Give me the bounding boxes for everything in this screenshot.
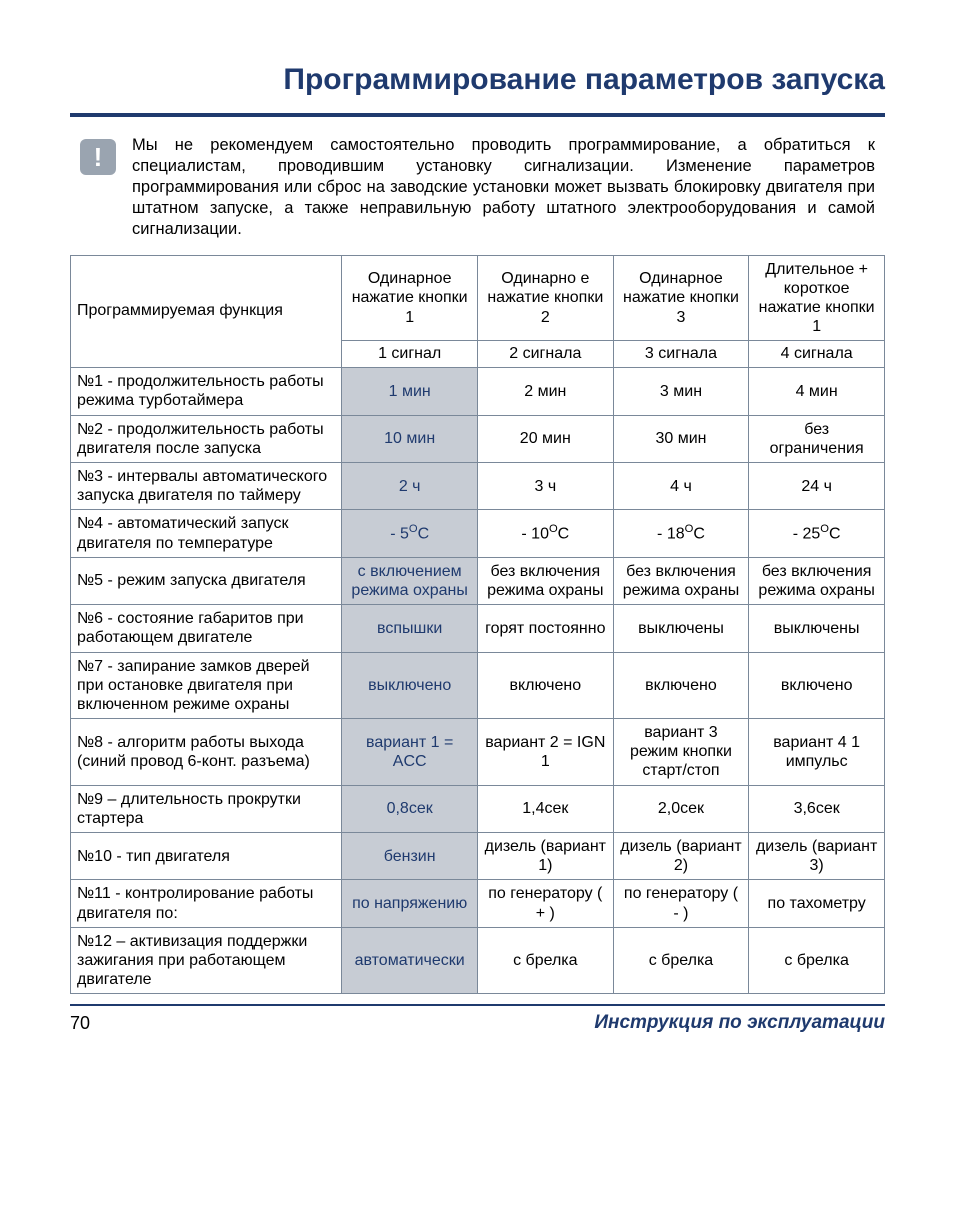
warning-icon: !: [80, 139, 116, 175]
option-cell: включено: [613, 652, 749, 719]
option-cell: с включением режима охраны: [342, 557, 478, 604]
option-cell: дизель (вариант 1): [477, 833, 613, 880]
col-function-header: Программируемая функция: [71, 255, 342, 368]
signal-label-4: 4 сигнала: [749, 341, 885, 368]
option-cell: вариант 2 = IGN 1: [477, 719, 613, 786]
option-cell: без включения режима охраны: [477, 557, 613, 604]
option-cell: включено: [749, 652, 885, 719]
col-header-4: Длительное + короткое нажатие кнопки 1: [749, 255, 885, 341]
parameters-table: Программируемая функцияОдинарное нажатие…: [70, 255, 885, 995]
option-cell: 1,4сек: [477, 785, 613, 832]
option-cell: выключены: [749, 605, 885, 652]
option-cell: 2,0сек: [613, 785, 749, 832]
page-title: Программирование параметров запуска: [70, 60, 885, 99]
function-cell: №9 – длительность прокрутки стартера: [71, 785, 342, 832]
option-cell: включено: [477, 652, 613, 719]
option-cell: вариант 3 режим кнопки старт/стоп: [613, 719, 749, 786]
option-cell: выключено: [342, 652, 478, 719]
function-cell: №7 - запирание замков дверей при останов…: [71, 652, 342, 719]
table-row: №5 - режим запуска двигателяс включением…: [71, 557, 885, 604]
option-cell: 3 ч: [477, 463, 613, 510]
option-cell: 2 мин: [477, 368, 613, 415]
table-row: №7 - запирание замков дверей при останов…: [71, 652, 885, 719]
option-cell: горят постоянно: [477, 605, 613, 652]
table-row: №3 - интервалы автоматического запуска д…: [71, 463, 885, 510]
table-row: №12 – активизация поддержки зажигания пр…: [71, 927, 885, 994]
option-cell: с брелка: [749, 927, 885, 994]
table-row: №6 - состояние габаритов при работающем …: [71, 605, 885, 652]
function-cell: №1 - продолжительность работы режима тур…: [71, 368, 342, 415]
table-row: №1 - продолжительность работы режима тур…: [71, 368, 885, 415]
table-row: №10 - тип двигателябензиндизель (вариант…: [71, 833, 885, 880]
col-header-2: Одинарно е нажатие кнопки 2: [477, 255, 613, 341]
option-cell: 3 мин: [613, 368, 749, 415]
option-cell: 20 мин: [477, 415, 613, 462]
option-cell: 0,8сек: [342, 785, 478, 832]
table-head: Программируемая функцияОдинарное нажатие…: [71, 255, 885, 368]
col-header-3: Одинарное нажатие кнопки 3: [613, 255, 749, 341]
option-cell: по генератору ( + ): [477, 880, 613, 927]
option-cell: с брелка: [613, 927, 749, 994]
function-cell: №8 - алгоритм работы выхода (синий прово…: [71, 719, 342, 786]
page-number: 70: [70, 1013, 90, 1034]
option-cell: без включения режима охраны: [613, 557, 749, 604]
option-cell: вариант 1 = ACC: [342, 719, 478, 786]
option-cell: вариант 4 1 импульс: [749, 719, 885, 786]
option-cell: 30 мин: [613, 415, 749, 462]
function-cell: №2 - продолжительность работы двигателя …: [71, 415, 342, 462]
option-cell: 24 ч: [749, 463, 885, 510]
option-cell: по генератору ( - ): [613, 880, 749, 927]
signal-label-3: 3 сигнала: [613, 341, 749, 368]
footer-divider: [70, 1004, 885, 1006]
option-cell: бензин: [342, 833, 478, 880]
option-cell: - 5OC: [342, 510, 478, 557]
function-cell: №10 - тип двигателя: [71, 833, 342, 880]
table-row: №9 – длительность прокрутки стартера0,8с…: [71, 785, 885, 832]
function-cell: №5 - режим запуска двигателя: [71, 557, 342, 604]
title-divider: [70, 113, 885, 117]
option-cell: выключены: [613, 605, 749, 652]
table-row: №11 - контролирование работы двигателя п…: [71, 880, 885, 927]
function-cell: №12 – активизация поддержки зажигания пр…: [71, 927, 342, 994]
function-cell: №11 - контролирование работы двигателя п…: [71, 880, 342, 927]
manual-label: Инструкция по эксплуатации: [594, 1012, 885, 1034]
table-body: №1 - продолжительность работы режима тур…: [71, 368, 885, 994]
signal-label-1: 1 сигнал: [342, 341, 478, 368]
option-cell: автоматически: [342, 927, 478, 994]
option-cell: 2 ч: [342, 463, 478, 510]
option-cell: 3,6сек: [749, 785, 885, 832]
option-cell: 10 мин: [342, 415, 478, 462]
option-cell: по напряжению: [342, 880, 478, 927]
option-cell: без включения режима охраны: [749, 557, 885, 604]
option-cell: - 10OC: [477, 510, 613, 557]
warning-notice: ! Мы не рекомендуем самостоятельно прово…: [70, 135, 885, 241]
option-cell: по тахометру: [749, 880, 885, 927]
function-cell: №3 - интервалы автоматического запуска д…: [71, 463, 342, 510]
col-header-1: Одинарное нажатие кнопки 1: [342, 255, 478, 341]
option-cell: дизель (вариант 3): [749, 833, 885, 880]
option-cell: без ограничения: [749, 415, 885, 462]
option-cell: 4 мин: [749, 368, 885, 415]
table-row: №4 - автоматический запуск двигателя по …: [71, 510, 885, 557]
option-cell: дизель (вариант 2): [613, 833, 749, 880]
option-cell: - 18OC: [613, 510, 749, 557]
option-cell: 1 мин: [342, 368, 478, 415]
option-cell: вспышки: [342, 605, 478, 652]
page-footer: 70 Инструкция по эксплуатации: [70, 1012, 885, 1034]
option-cell: - 25OC: [749, 510, 885, 557]
function-cell: №4 - автоматический запуск двигателя по …: [71, 510, 342, 557]
signal-label-2: 2 сигнала: [477, 341, 613, 368]
table-row: №2 - продолжительность работы двигателя …: [71, 415, 885, 462]
function-cell: №6 - состояние габаритов при работающем …: [71, 605, 342, 652]
table-row: №8 - алгоритм работы выхода (синий прово…: [71, 719, 885, 786]
warning-text: Мы не рекомендуем самостоятельно проводи…: [132, 135, 875, 241]
option-cell: с брелка: [477, 927, 613, 994]
option-cell: 4 ч: [613, 463, 749, 510]
